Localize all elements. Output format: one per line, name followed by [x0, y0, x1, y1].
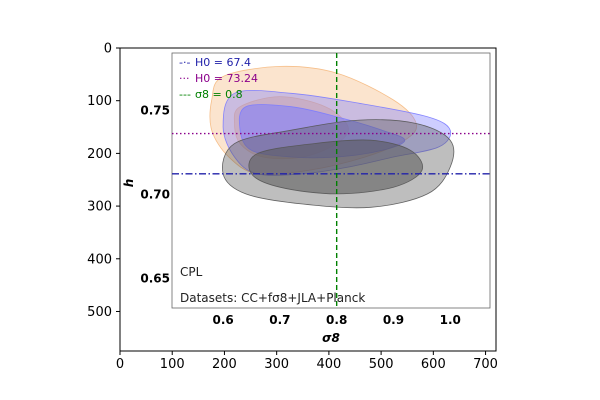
legend-entry-label: H0 = 67.4: [195, 56, 251, 69]
outer-x-tick-label: 200: [212, 357, 237, 372]
inner-y-axis-label: h: [122, 179, 136, 188]
contour-layer: [209, 65, 455, 209]
outer-y-tick-label: 0: [104, 42, 112, 57]
outer-y-tick-label: 400: [87, 252, 112, 267]
model-annotation: CPL: [180, 265, 203, 279]
legend: -·- H0 = 67.4 ··· H0 = 73.24 --- σ8 = 0.8: [179, 56, 258, 101]
outer-plot-frame: [119, 47, 497, 352]
outer-x-tick-label: 700: [473, 357, 498, 372]
outer-y-tick-label: 100: [87, 94, 112, 109]
outer-x-tick-label: 100: [160, 357, 185, 372]
legend-marker: ---: [179, 88, 191, 101]
contour-series-2-1sigma: [248, 139, 423, 195]
inner-y-axis: 0.75 0.70 0.65: [140, 104, 170, 286]
datasets-annotation: Datasets: CC+fσ8+JLA+Planck: [180, 291, 365, 305]
outer-x-tick-label: 400: [316, 357, 341, 372]
inner-x-tick-label: 1.0: [440, 313, 461, 327]
legend-marker: ···: [179, 72, 190, 85]
inner-y-tick-label: 0.70: [140, 187, 170, 201]
outer-x-tick-label: 0: [116, 357, 124, 372]
legend-entry-label: H0 = 73.24: [195, 72, 258, 85]
legend-marker: -·-: [179, 56, 190, 69]
legend-entry-label: σ8 = 0.8: [195, 88, 243, 101]
outer-y-tick-label: 200: [87, 147, 112, 162]
inner-x-tick-label: 0.6: [212, 313, 233, 327]
outer-x-tick-label: 300: [264, 357, 289, 372]
outer-y-tick-label: 500: [87, 305, 112, 320]
inner-y-tick-label: 0.65: [140, 271, 170, 285]
inner-y-tick-label: 0.75: [140, 104, 170, 118]
inner-x-axis: 0.6 0.7 0.8 0.9 1.0: [212, 313, 460, 327]
inner-x-tick-label: 0.8: [326, 313, 347, 327]
outer-y-tick-label: 300: [87, 200, 112, 215]
outer-x-tick-label: 500: [369, 357, 394, 372]
outer-y-axis: 0 100 200 300 400 500: [87, 42, 120, 320]
reference-lines: [172, 53, 490, 308]
inner-x-tick-label: 0.9: [383, 313, 404, 327]
inner-x-tick-label: 0.7: [269, 313, 290, 327]
inner-x-axis-label: σ8: [322, 331, 340, 345]
outer-x-tick-label: 600: [421, 357, 446, 372]
outer-x-axis: 0 100 200 300 400 500 600 700: [116, 351, 498, 372]
